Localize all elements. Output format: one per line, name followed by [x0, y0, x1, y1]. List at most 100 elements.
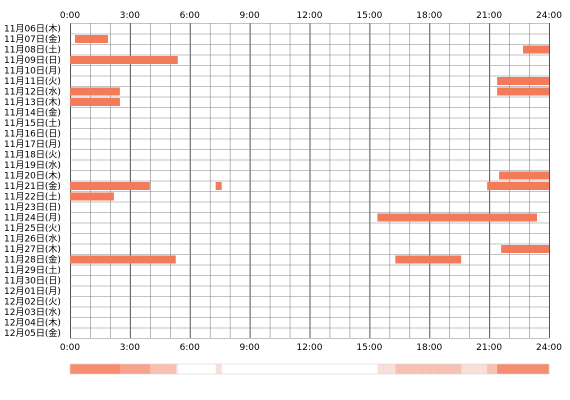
heat-cell — [509, 364, 512, 374]
heat-cell — [252, 364, 254, 374]
heat-cell — [393, 364, 396, 374]
heat-cell — [391, 364, 394, 374]
grid-layer — [70, 23, 550, 339]
heat-cell — [119, 364, 123, 374]
heat-cell — [165, 364, 169, 374]
heat-cell — [242, 364, 244, 374]
heat-cell — [519, 364, 522, 374]
heat-cell — [445, 364, 448, 374]
heat-cell — [184, 364, 186, 374]
heat-cell — [139, 364, 143, 374]
heat-cell — [433, 364, 436, 374]
heat-cell — [282, 364, 284, 374]
activity-bar — [215, 182, 222, 190]
heat-cell — [254, 364, 256, 374]
heat-cell — [192, 364, 194, 374]
row-label: 11月17日(月) — [4, 139, 61, 150]
heat-cell — [511, 364, 514, 374]
heat-cell — [507, 364, 510, 374]
heat-cell — [311, 364, 313, 374]
heat-cell — [73, 364, 77, 374]
heat-cell — [228, 364, 230, 374]
activity-bar — [497, 77, 549, 85]
x-tick-label-bottom: 15:00 — [356, 343, 382, 353]
heat-cell — [238, 364, 240, 374]
heat-cell — [304, 364, 306, 374]
heat-cell — [89, 364, 93, 374]
heat-cell — [113, 364, 117, 374]
heat-cell — [367, 364, 369, 374]
heat-cell — [333, 364, 335, 374]
heat-cell — [117, 364, 121, 374]
heat-cell — [401, 364, 404, 374]
heat-cell — [115, 364, 119, 374]
heat-cell — [505, 364, 508, 374]
heat-cell — [147, 364, 151, 374]
heat-cell — [381, 364, 384, 374]
heat-cell — [331, 364, 333, 374]
heat-cell — [129, 364, 133, 374]
row-label: 11月24日(月) — [4, 213, 61, 224]
row-label: 11月25日(火) — [4, 223, 61, 234]
heat-cell — [272, 364, 274, 374]
heat-cell — [371, 364, 373, 374]
heat-cell — [473, 364, 476, 374]
heat-cell — [319, 364, 321, 374]
heat-cell — [321, 364, 323, 374]
heat-cell — [210, 364, 212, 374]
row-label: 11月19日(水) — [4, 159, 61, 171]
row-label: 11月27日(木) — [4, 243, 61, 255]
heat-cell — [373, 364, 375, 374]
heat-cell — [495, 364, 498, 374]
activity-bar — [501, 245, 549, 253]
x-tick-label-top: 12:00 — [297, 11, 323, 21]
row-label: 11月06日(木) — [4, 23, 61, 35]
heat-cell — [97, 364, 101, 374]
heat-cell — [431, 364, 434, 374]
heat-cell — [270, 364, 272, 374]
heat-cell — [141, 364, 145, 374]
heat-cell — [77, 364, 81, 374]
heat-cell — [135, 364, 139, 374]
heat-cell — [246, 364, 248, 374]
row-label: 11月23日(日) — [4, 202, 61, 213]
heat-cell — [212, 364, 214, 374]
row-label: 11月13日(木) — [4, 96, 61, 108]
heat-cell — [537, 364, 540, 374]
heat-cell — [190, 364, 192, 374]
heat-cell — [159, 364, 163, 374]
heat-cell — [465, 364, 468, 374]
heat-cell — [226, 364, 228, 374]
row-label: 12月01日(月) — [4, 286, 61, 297]
heat-cell — [75, 364, 79, 374]
x-tick-label-top: 6:00 — [180, 11, 200, 21]
heat-cell — [288, 364, 290, 374]
heat-cell — [475, 364, 478, 374]
heat-cell — [501, 364, 504, 374]
row-label: 12月04日(木) — [4, 317, 61, 329]
heat-cell — [325, 364, 327, 374]
row-label: 12月05日(金) — [4, 327, 61, 339]
x-tick-label-top: 3:00 — [120, 11, 140, 21]
heat-cell — [471, 364, 474, 374]
heat-cell — [385, 364, 388, 374]
row-label: 11月15日(土) — [4, 117, 61, 129]
heat-cell — [99, 364, 103, 374]
heat-cell — [341, 364, 343, 374]
row-label: 11月16日(日) — [4, 129, 61, 140]
heat-cell — [188, 364, 190, 374]
heat-cell — [361, 364, 363, 374]
heat-cell — [443, 364, 446, 374]
row-label: 11月20日(木) — [4, 170, 61, 182]
heat-cell — [171, 364, 175, 374]
heat-cell — [541, 364, 544, 374]
heat-cell — [417, 364, 420, 374]
heat-cell — [377, 364, 380, 374]
heat-cell — [280, 364, 282, 374]
heat-cell — [449, 364, 452, 374]
heat-cell — [169, 364, 173, 374]
activity-bar — [70, 255, 176, 264]
heat-cell — [415, 364, 418, 374]
row-label: 11月18日(火) — [4, 150, 61, 161]
